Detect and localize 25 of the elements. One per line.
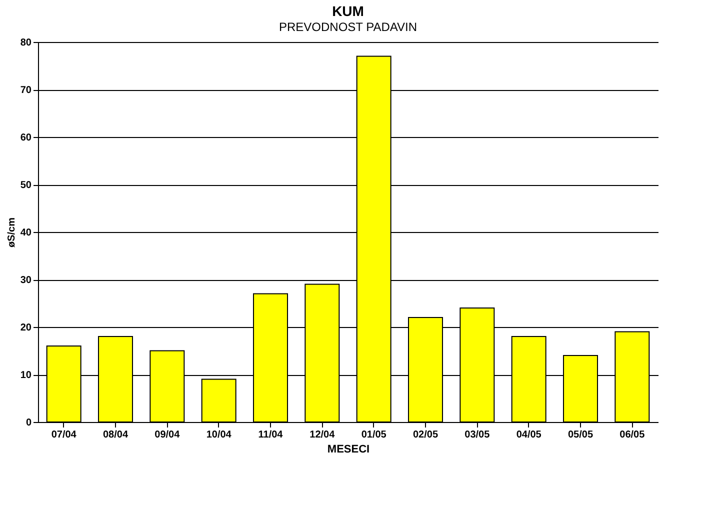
x-axis-title: MESECI — [327, 444, 370, 456]
x-tick-label: 01/05 — [361, 430, 387, 440]
y-axis-title: øS/cm — [6, 217, 18, 248]
x-tick-label: 05/05 — [568, 430, 594, 440]
y-tick-label: 50 — [20, 180, 32, 191]
x-tick-label: 09/04 — [154, 430, 180, 440]
y-tick-label: 20 — [20, 322, 32, 334]
chart-subtitle: PREVODNOST PADAVIN — [278, 20, 418, 34]
y-tick-label: 60 — [20, 132, 32, 144]
x-tick-label: 07/04 — [51, 430, 77, 440]
y-tick-label: 70 — [20, 85, 32, 96]
x-tick-label: 03/05 — [464, 430, 490, 440]
x-tick-label: 04/05 — [516, 430, 542, 440]
x-tick-label: 12/04 — [310, 430, 336, 440]
y-tick-label: 10 — [20, 370, 32, 381]
y-tick-label: 30 — [20, 275, 32, 286]
y-tick-label: 0 — [26, 418, 32, 428]
x-tick-label: 10/04 — [206, 430, 232, 440]
y-tick-label: 40 — [20, 228, 32, 238]
x-tick-label: 08/04 — [102, 430, 128, 440]
x-tick-label: 11/04 — [258, 430, 284, 440]
x-tick-label: 06/05 — [620, 430, 646, 440]
chart-title: KUM — [332, 3, 364, 19]
y-tick-label: 80 — [20, 38, 32, 48]
x-tick-label: 02/05 — [412, 430, 438, 440]
